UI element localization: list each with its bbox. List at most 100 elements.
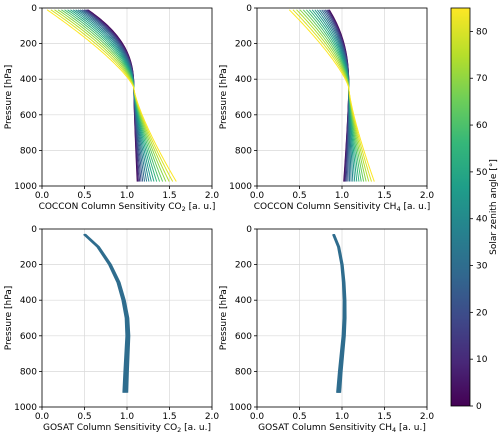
xtick-label: 0.5	[77, 191, 91, 201]
sza-curve	[302, 9, 365, 182]
sza-curve	[288, 9, 375, 182]
sza-curve	[333, 234, 347, 393]
panel-coccon-co2: 0.0 0.5 1.0 1.5 2.0 0 200 400 600 800 1000 Pressu…	[4, 4, 219, 213]
sza-curve	[84, 233, 131, 393]
xlabel-gosat-co2: GOSAT Column Sensitivity CO2 [a. u.]	[43, 423, 211, 432]
xlabel-tail: [a. u.]	[396, 423, 426, 432]
xlabel-main: GOSAT Column Sensitivity CO	[43, 423, 177, 432]
ytick-label: 800	[235, 367, 252, 377]
xtick-label: 0.5	[292, 191, 306, 201]
ytick-label: 0	[31, 4, 37, 14]
xlabel-subscript: 2	[177, 426, 181, 432]
yticks-gosat-co2: 0 200 400 600 800 1000	[14, 225, 42, 413]
xlabel-gosat-ch4: GOSAT Column Sensitivity CH4 [a. u.]	[258, 423, 426, 432]
xticks-gosat-co2: 0.0 0.5 1.0 1.5 2.0	[35, 407, 220, 422]
colorbar-tick-label: 60	[476, 121, 488, 131]
colorbar-ticks: 0 10 20 30 40 50 60 70 80	[470, 27, 488, 412]
ytick-label: 400	[20, 296, 37, 306]
curves-gosat-co2	[83, 233, 131, 393]
panel-coccon-ch4: 0.0 0.5 1.0 1.5 2.0 0 200 400 600 800 1000 Pressu…	[219, 4, 434, 213]
xtick-label: 1.0	[120, 191, 135, 201]
xtick-label: 0.0	[35, 191, 50, 201]
ytick-label: 0	[246, 4, 252, 14]
grid-coccon-ch4	[256, 7, 428, 187]
xtick-label: 2.0	[205, 191, 220, 201]
panel-gosat-co2: 0.0 0.5 1.0 1.5 2.0 0 200 400 600 800 1000 Pressu…	[4, 225, 219, 432]
colorbar-tick-label: 20	[476, 308, 488, 318]
ytick-label: 0	[31, 225, 37, 235]
yticks-coccon-ch4: 0 200 400 600 800 1000	[229, 4, 257, 192]
xtick-label: 0.0	[35, 412, 50, 422]
ytick-label: 400	[20, 75, 37, 85]
sza-curve	[46, 9, 177, 182]
xlabel-coccon-ch4: COCCON Column Sensitivity CH4 [a. u.]	[254, 202, 431, 213]
xlabel-tail: [a. u.]	[186, 202, 216, 212]
xlabel-subscript: 4	[396, 205, 400, 213]
ylabel-gosat-ch4: Pressure [hPa]	[219, 286, 229, 351]
ytick-label: 600	[235, 111, 252, 121]
ytick-label: 200	[235, 40, 252, 50]
panel-gosat-ch4: 0.0 0.5 1.0 1.5 2.0 0 200 400 600 800 1000 Pressu…	[219, 225, 434, 432]
curves-coccon-ch4	[288, 9, 375, 182]
ytick-label: 400	[235, 296, 252, 306]
xtick-label: 1.5	[162, 412, 176, 422]
xtick-label: 1.5	[377, 412, 391, 422]
ytick-label: 0	[246, 225, 252, 235]
ylabel-coccon-co2: Pressure [hPa]	[4, 65, 14, 130]
xtick-label: 1.5	[162, 191, 176, 201]
xtick-label: 0.5	[77, 412, 91, 422]
curves-gosat-ch4	[332, 234, 347, 393]
colorbar-tick-label: 70	[476, 74, 488, 84]
ytick-label: 600	[20, 332, 37, 342]
curves-coccon-co2	[46, 9, 177, 182]
ytick-label: 800	[235, 146, 252, 156]
xtick-label: 0.0	[250, 191, 265, 201]
ytick-label: 800	[20, 146, 37, 156]
ytick-label: 1000	[14, 403, 37, 413]
ytick-label: 1000	[229, 403, 252, 413]
xlabel-subscript: 2	[182, 205, 186, 213]
xlabel-tail: [a. u.]	[401, 202, 431, 212]
colorbar-label: Solar zenith angle [°]	[489, 159, 499, 255]
ylabel-coccon-ch4: Pressure [hPa]	[219, 65, 229, 130]
ytick-label: 200	[235, 261, 252, 271]
xtick-label: 1.0	[335, 191, 350, 201]
xticks-coccon-co2: 0.0 0.5 1.0 1.5 2.0	[35, 186, 220, 201]
xlabel-main: GOSAT Column Sensitivity CH	[258, 423, 392, 432]
ytick-label: 800	[20, 367, 37, 377]
colorbar-tick-label: 10	[476, 355, 488, 365]
ytick-label: 1000	[229, 182, 252, 192]
xtick-label: 0.5	[292, 412, 306, 422]
ytick-label: 600	[235, 332, 252, 342]
xtick-label: 1.0	[335, 412, 350, 422]
ytick-label: 600	[20, 111, 37, 121]
xticks-gosat-ch4: 0.0 0.5 1.0 1.5 2.0	[250, 407, 435, 422]
xtick-label: 1.0	[120, 412, 135, 422]
ytick-label: 1000	[14, 182, 37, 192]
xlabel-tail: [a. u.]	[181, 423, 211, 432]
xlabel-main: COCCON Column Sensitivity CO	[39, 202, 182, 212]
ytick-label: 200	[20, 40, 37, 50]
xlabel-coccon-co2: COCCON Column Sensitivity CO2 [a. u.]	[39, 202, 216, 213]
yticks-coccon-co2: 0 200 400 600 800 1000	[14, 4, 42, 192]
yticks-gosat-ch4: 0 200 400 600 800 1000	[229, 225, 257, 413]
xticks-coccon-ch4: 0.0 0.5 1.0 1.5 2.0	[250, 186, 435, 201]
xlabel-main: COCCON Column Sensitivity CH	[254, 202, 397, 212]
xtick-label: 0.0	[250, 412, 265, 422]
grid-coccon-co2	[41, 7, 213, 187]
colorbar-tick-label: 80	[476, 27, 488, 37]
colorbar-gradient	[450, 7, 471, 407]
ytick-label: 400	[235, 75, 252, 85]
xtick-label: 2.0	[420, 412, 435, 422]
colorbar-tick-label: 50	[476, 168, 488, 178]
xtick-label: 2.0	[420, 191, 435, 201]
xtick-label: 1.5	[377, 191, 391, 201]
colorbar-tick-label: 0	[476, 402, 482, 412]
colorbar: 0 10 20 30 40 50 60 70 80 Solar zenith angle [°]	[450, 7, 499, 412]
ylabel-gosat-co2: Pressure [hPa]	[4, 286, 14, 351]
ytick-label: 200	[20, 261, 37, 271]
xlabel-subscript: 4	[392, 426, 396, 432]
colorbar-tick-label: 30	[476, 262, 488, 272]
xtick-label: 2.0	[205, 412, 220, 422]
